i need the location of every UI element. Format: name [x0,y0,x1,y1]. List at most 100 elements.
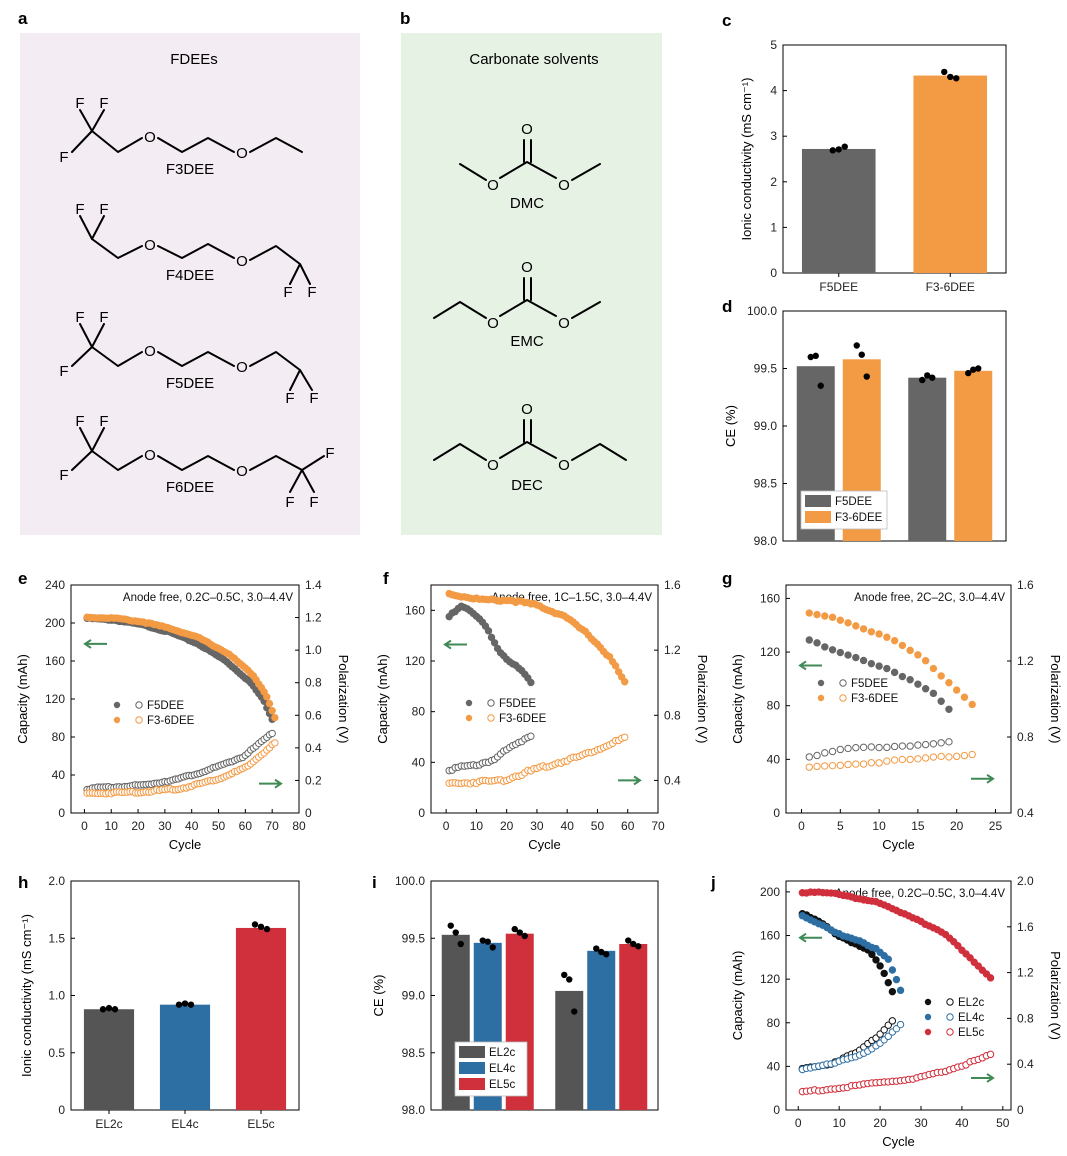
legend-marker-filled [113,716,121,724]
data-point [929,740,938,748]
plot-frame [785,880,1012,1111]
data-point [265,699,274,708]
data-point [875,630,883,638]
x-tick-label: 60 [239,819,253,833]
legend-swatch [459,1046,485,1058]
data-point [821,749,829,757]
data-point [945,705,953,713]
data-point [813,762,821,771]
data-point [945,753,953,761]
data-point [829,147,836,154]
chart-j: j 0 10 20 30 40 50 0 40 80 120 160 200 0 0.4 0.8 1.2 1.6 2… [710,873,1063,1149]
legend-marker-filled [465,714,473,722]
y-tick-label: 1 [770,220,777,234]
bar [587,950,616,1110]
legend-label: F3-6DEE [851,693,899,705]
x-tick-label: 10 [105,819,119,833]
data-point [813,610,821,619]
legend-label: F5DEE [147,700,184,712]
y2-tick-label: 0 [305,806,312,820]
x-tick-label: 30 [530,819,544,833]
panel-b-title: Carbonate solvents [469,51,598,68]
atom-label: O [521,401,533,418]
data-point [257,923,265,930]
panel-letter: j [710,873,716,892]
data-point [852,760,860,768]
legend-marker-filled [924,1013,932,1021]
data-point [841,143,848,150]
atom-label: F [75,413,84,430]
data-point [975,365,982,372]
y-tick-label: 0 [770,266,777,280]
bar [954,370,993,541]
data-point [867,659,876,668]
data-point [968,700,976,709]
chart-g: g 0 5 10 15 20 25 0 40 80 120 160 0.4 0.8 1.2 1.6 Cycle C… [722,569,1063,852]
y-tick-label: 99.0 [754,419,778,433]
y-tick-label: 0 [418,806,425,820]
x-tick-label: 50 [212,819,226,833]
bar [159,1004,211,1110]
y-tick-label: 40 [52,768,66,782]
data-point [858,351,865,358]
y2-axis-label: Polarization (V) [336,655,351,744]
data-point [821,643,829,651]
data-point [805,763,813,771]
molecule-dmc: O O O DMC [459,121,601,212]
atom-label: F [309,390,318,407]
data-point [867,759,876,767]
data-point [906,646,914,655]
atom-label: F [99,201,108,218]
data-point [181,1000,189,1007]
atom-label: F [99,413,108,430]
data-point [914,680,922,688]
data-point [484,938,491,945]
y-tick-label: 99.5 [754,362,778,376]
y2-tick-label: 1.6 [1017,920,1034,934]
molecule-name: DMC [510,195,544,212]
data-point [828,613,837,622]
chart-f: f 0 10 20 30 40 50 60 70 0 40 80 120 160 0.4 0.8 1.2 1.6 C… [375,569,710,852]
atom-label: F [99,309,108,326]
x-tick-label: 10 [833,1116,847,1130]
legend-marker-open [946,1013,954,1021]
bar [619,943,648,1110]
data-point [821,612,829,620]
y-tick-label: 200 [45,616,65,630]
data-point [611,662,620,670]
atom-label: F [285,390,294,407]
data-point [947,73,954,81]
data-point [561,971,568,979]
legend-marker-open [839,679,847,687]
data-point [175,1001,183,1008]
data-point [812,352,819,360]
data-point [844,619,852,627]
data-point [986,1050,995,1059]
data-point [635,943,642,950]
bar [235,927,287,1110]
atom-label: F [59,149,68,166]
atom-label: O [558,177,570,194]
data-point [863,373,870,380]
x-tick-label: 20 [500,819,514,833]
data-point [937,697,945,705]
y2-axis-label: Polarization (V) [1048,655,1063,744]
atom-label: O [236,253,248,270]
legend-label: F3-6DEE [499,713,547,725]
chart-c: c F5DEE F3-6DEE 0 1 2 3 4 5 Ionic conductivity (m… [722,11,1007,294]
data-point [111,1006,119,1013]
y-tick-label: 99.5 [402,931,426,945]
y2-tick-label: 2.0 [1017,874,1034,888]
x-tick-label: 70 [651,819,665,833]
data-point [511,925,518,933]
data-point [813,639,821,647]
y2-axis-label: Polarization (V) [1048,951,1063,1040]
data-point [263,925,271,933]
data-point [883,633,891,641]
y-axis-label: Ionic conductivity (mS cm⁻¹) [739,78,754,241]
data-point [883,757,891,765]
y-tick-label: 98.5 [402,1046,426,1060]
data-point [263,693,271,701]
data-point [892,975,901,984]
data-point [914,741,922,749]
